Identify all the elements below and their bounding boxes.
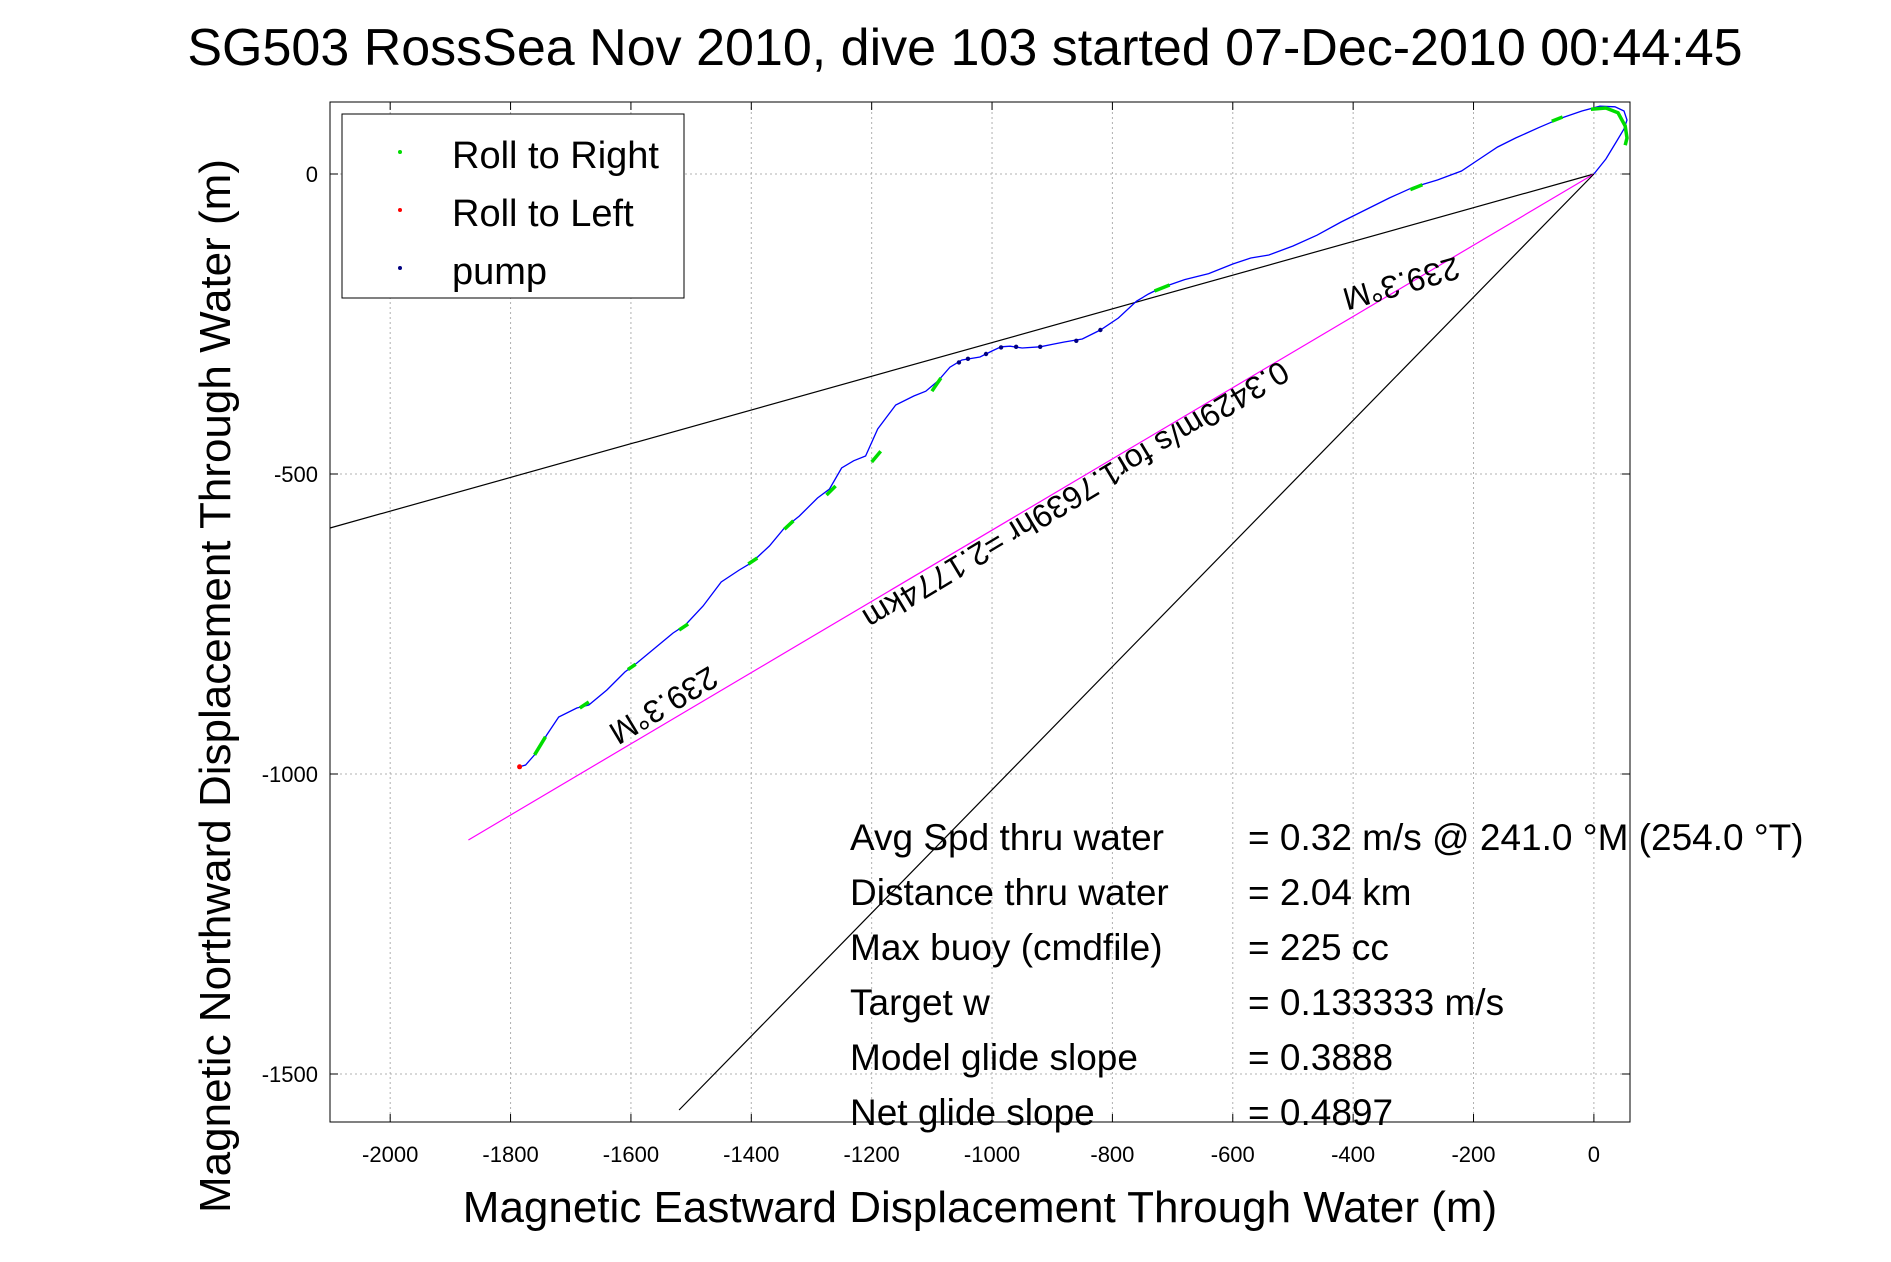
roll-right-segment	[825, 484, 837, 497]
x-tick-label: -600	[1211, 1142, 1255, 1167]
stat-label: Model glide slope	[850, 1037, 1138, 1078]
roll-right-segment	[533, 735, 547, 756]
y-tick-label: -1500	[262, 1062, 318, 1087]
stat-label: Avg Spd thru water	[850, 817, 1164, 858]
x-tick-label: -1800	[482, 1142, 538, 1167]
roll-right-segment	[870, 450, 883, 464]
roll-right-segment	[747, 556, 759, 566]
stat-label: Distance thru water	[850, 872, 1169, 913]
stats-block: Avg Spd thru water = 0.32 m/s @ 241.0 °M …	[850, 817, 1804, 1133]
x-tick-label: -1200	[844, 1142, 900, 1167]
x-tick-label: -1600	[603, 1142, 659, 1167]
pump-point	[1098, 327, 1103, 333]
x-tick-label: -2000	[362, 1142, 418, 1167]
y-tick-label: -500	[274, 462, 318, 487]
marker-series	[517, 106, 1629, 770]
roll-right-segment	[930, 377, 943, 393]
stat-label: Target w	[850, 982, 990, 1023]
roll-right-segment	[1551, 115, 1564, 123]
x-tick-label: -1400	[723, 1142, 779, 1167]
stat-value: = 0.3888	[1248, 1037, 1393, 1078]
roll-right-segment	[783, 519, 795, 531]
stat-label: Net glide slope	[850, 1092, 1095, 1133]
x-tick-label: 0	[1588, 1142, 1600, 1167]
legend: Roll to Right Roll to Left pump	[341, 113, 685, 299]
pump-point	[1074, 338, 1079, 343]
y-tick-label: 0	[306, 162, 318, 187]
stat-value: = 2.04 km	[1248, 872, 1412, 913]
roll-right-segment	[1590, 106, 1629, 146]
x-tick-label: -800	[1090, 1142, 1134, 1167]
legend-marker	[398, 150, 402, 154]
stat-value: = 0.4897	[1248, 1092, 1393, 1133]
stat-label: Max buoy (cmdfile)	[850, 927, 1163, 968]
pump-point	[1037, 344, 1043, 349]
x-tick-label: -200	[1451, 1142, 1495, 1167]
stat-value: = 0.32 m/s @ 241.0 °M (254.0 °T)	[1248, 817, 1804, 858]
pump-point	[965, 356, 971, 361]
pump-point	[998, 345, 1004, 350]
x-tick-label: -400	[1331, 1142, 1375, 1167]
chart-title: SG503 RossSea Nov 2010, dive 103 started…	[187, 19, 1742, 77]
legend-label: Roll to Right	[452, 135, 659, 177]
pump-point	[956, 360, 962, 365]
roll-right-segment	[1409, 183, 1424, 192]
y-axis-label: Magnetic Northward Displacement Through …	[191, 159, 240, 1213]
roll-right-segment	[678, 622, 690, 632]
roll-right-segment	[626, 662, 637, 672]
roll-right-segment	[1153, 283, 1171, 293]
reference-line	[329, 173, 1595, 529]
roll-left-point	[517, 764, 523, 770]
x-tick-label: -1000	[964, 1142, 1020, 1167]
y-tick-label: -1000	[262, 762, 318, 787]
legend-label: pump	[452, 251, 547, 293]
axes: -2000 -1800 -1600 -1400 -1200 -1000 -800 -600 -4…	[262, 102, 1630, 1167]
legend-marker	[398, 208, 402, 212]
pump-point	[983, 351, 989, 357]
legend-marker	[398, 266, 402, 270]
legend-label: Roll to Left	[452, 193, 634, 235]
reference-line	[468, 173, 1595, 841]
x-axis-label: Magnetic Eastward Displacement Through W…	[463, 1183, 1497, 1232]
stat-value: = 0.133333 m/s	[1248, 982, 1504, 1023]
reference-lines	[329, 173, 1595, 1111]
stat-value: = 225 cc	[1248, 927, 1389, 968]
reference-line	[678, 173, 1595, 1111]
roll-right-segment	[578, 700, 590, 710]
pump-point	[1013, 344, 1019, 349]
